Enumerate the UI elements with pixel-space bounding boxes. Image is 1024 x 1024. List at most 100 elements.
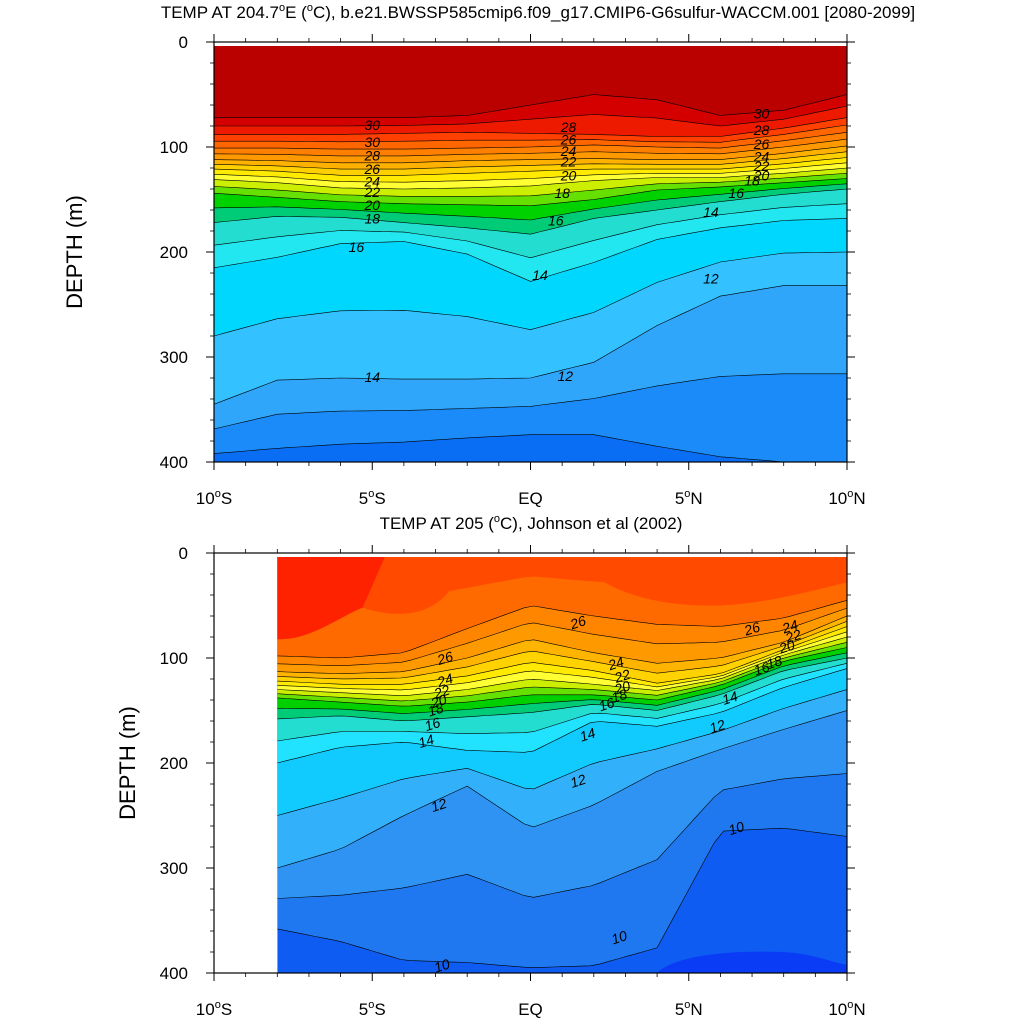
y-tick-label: 200 [160,243,188,262]
chart-title: TEMP AT 204.7oE (oC), b.e21.BWSSP585cmip… [161,2,915,22]
contour-label: 28 [753,122,770,138]
contour-label: 16 [597,694,617,714]
x-tick-label: 5oN [675,488,703,508]
band-warmest-north [657,46,778,100]
y-axis-label: DEPTH (m) [62,195,87,309]
isotherm-12 [214,285,847,405]
isotherm-27 [214,124,847,143]
isotherm-15 [277,663,847,742]
x-tick-label: EQ [518,489,543,508]
contour-label: 18 [764,652,784,672]
contour-label: 14 [416,731,436,751]
isotherm-24 [277,615,847,674]
x-tick-label: 5oN [675,999,703,1019]
contour-label: 10 [609,927,629,947]
contour-label: 20 [776,636,797,656]
contour-lines [277,600,847,968]
isotherm-12 [277,710,847,869]
contour-label: 26 [741,619,762,639]
contour-label: 14 [720,688,740,708]
isotherm-10 [277,827,847,968]
contour-label: 20 [428,691,449,711]
contour-label: 22 [753,158,770,174]
x-tick-label: 10oN [828,488,865,508]
x-tick-label: EQ [518,1000,543,1019]
band-warmest-south-core [214,46,281,106]
contour-label: 22 [431,682,452,702]
isotherm-26 [277,600,847,659]
y-tick-label: 100 [160,649,188,668]
contour-label: 24 [779,616,800,636]
x-tick-label: 5oS [359,488,386,508]
contour-label: 24 [560,143,577,159]
contour-label: 28 [560,119,577,135]
contour-label: 20 [363,197,380,213]
isotherm-11 [277,773,847,899]
contour-label: 16 [548,213,564,229]
contour-label: 24 [434,670,455,690]
contour-label: 18 [609,686,629,706]
contour-label: 16 [728,185,744,201]
contour-label: 12 [558,368,574,384]
contour-label: 26 [434,648,455,668]
isotherm-21 [277,631,847,691]
y-tick-label: 0 [179,544,188,563]
contour-label: 12 [707,716,727,736]
x-tick-label: 5oS [359,999,386,1019]
contour-lines [214,94,847,462]
isotherm-14 [214,218,847,282]
isotherm-19 [277,642,847,702]
contour-label: 12 [429,795,449,815]
contour-label: 20 [560,167,577,183]
contour-label: 18 [426,699,446,719]
x-tick-label: 10oS [196,999,232,1019]
isotherm-23 [277,621,847,680]
band-coldest-patch [657,951,847,973]
contour-label: 14 [532,267,548,283]
isotherm-17 [277,652,847,714]
contour-label: 12 [703,270,719,286]
contour-label: 20 [753,167,770,183]
isotherm-13 [277,689,847,816]
y-tick-label: 200 [160,754,188,773]
band-surface-mid [362,557,465,614]
isotherm-10 [214,434,847,462]
y-tick-label: 400 [160,453,188,472]
isotherm-25 [214,138,847,157]
isotherm-16 [277,657,847,722]
contour-label: 16 [752,658,772,678]
y-tick-label: 300 [160,348,188,367]
contour-label: 30 [364,117,380,133]
contour-label: 30 [754,105,770,121]
band-surface-west [277,557,385,640]
isotherm-26 [214,132,847,150]
isotherm-30 [214,94,847,118]
contour-label: 18 [554,185,570,201]
contour-label: 24 [753,148,770,164]
y-tick-label: 400 [160,964,188,983]
contour-label: 26 [753,136,770,152]
contour-label: 14 [703,204,719,220]
chart-title: TEMP AT 205 (oC), Johnson et al (2002) [380,513,683,533]
x-tick-label: 10oS [196,488,232,508]
contour-label: 22 [782,626,803,646]
contour-label: 14 [578,725,598,745]
contour-label: 26 [363,161,380,177]
contour-label: 16 [349,239,365,255]
contour-label: 12 [568,771,588,791]
isotherm-24 [214,145,847,164]
contour-label: 28 [363,147,380,163]
contour-label: 20 [611,677,632,697]
contour-label: 10 [432,956,452,976]
y-tick-label: 300 [160,859,188,878]
contour-label: 18 [364,210,380,226]
contour-label: 26 [560,132,577,148]
isotherm-19 [214,173,847,197]
contour-label: 22 [560,154,577,170]
contour-label: 18 [744,173,760,189]
isotherm-13 [214,251,847,337]
contour-label: 26 [567,612,588,632]
